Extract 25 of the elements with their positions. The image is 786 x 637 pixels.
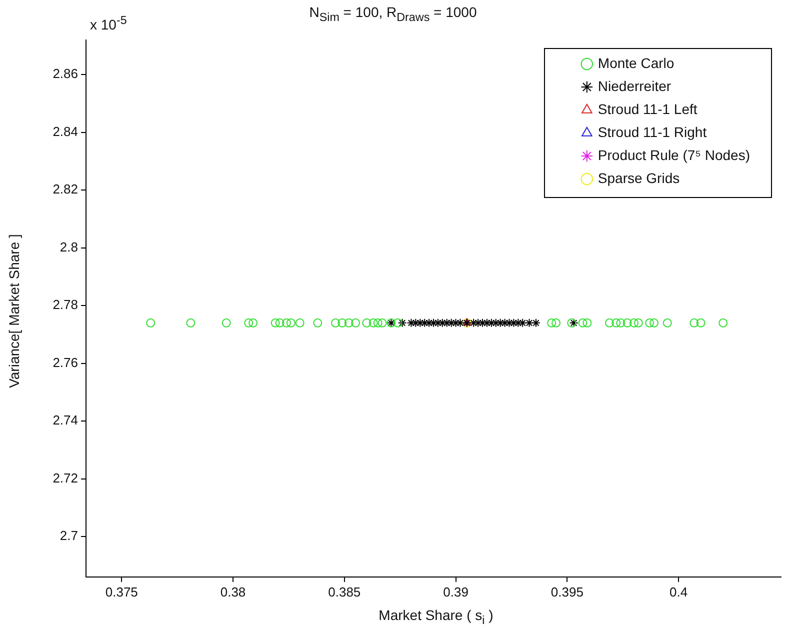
x-tick-label: 0.375 bbox=[105, 584, 138, 600]
y-tick-label: 2.82 bbox=[52, 182, 78, 197]
legend-label: Sparse Grids bbox=[598, 170, 680, 186]
text: x 10$^{-5}$ bbox=[90, 14, 127, 33]
x-tick-label: 0.4 bbox=[669, 584, 688, 600]
x-tick-label: 0.39 bbox=[443, 584, 468, 600]
y-tick-label: 2.7 bbox=[60, 528, 78, 544]
legend-label: Monte Carlo bbox=[598, 54, 674, 71]
y-tick-label: 2.78 bbox=[52, 297, 78, 312]
legend-label: Product Rule (7⁵ Nodes) bbox=[598, 146, 750, 163]
y-tick-label: 2.84 bbox=[52, 124, 78, 139]
chart-title: N$_{Sim}$ = 100, R$_{Draws}$ = 1000 bbox=[309, 4, 477, 24]
legend-label: Niederreiter bbox=[598, 78, 672, 94]
x-tick-label: 0.395 bbox=[550, 584, 584, 600]
x-axis-title: Market Share ( s$_{i}$ ) bbox=[378, 607, 494, 627]
x-tick-label: 0.385 bbox=[328, 584, 361, 600]
y-axis-title: Variance[ Market Share ] bbox=[6, 234, 22, 388]
y-tick-label: 2.8 bbox=[60, 239, 78, 254]
y-tick-label: 2.76 bbox=[52, 354, 78, 370]
x-tick-label: 0.38 bbox=[220, 584, 246, 600]
y-tick-label: 2.86 bbox=[52, 66, 78, 82]
y-tick-label: 2.72 bbox=[52, 470, 78, 486]
y-tick-label: 2.74 bbox=[52, 412, 78, 428]
legend-label: Stroud 11-1 Right bbox=[598, 124, 707, 140]
legend-label: Stroud 11-1 Left bbox=[598, 100, 698, 117]
